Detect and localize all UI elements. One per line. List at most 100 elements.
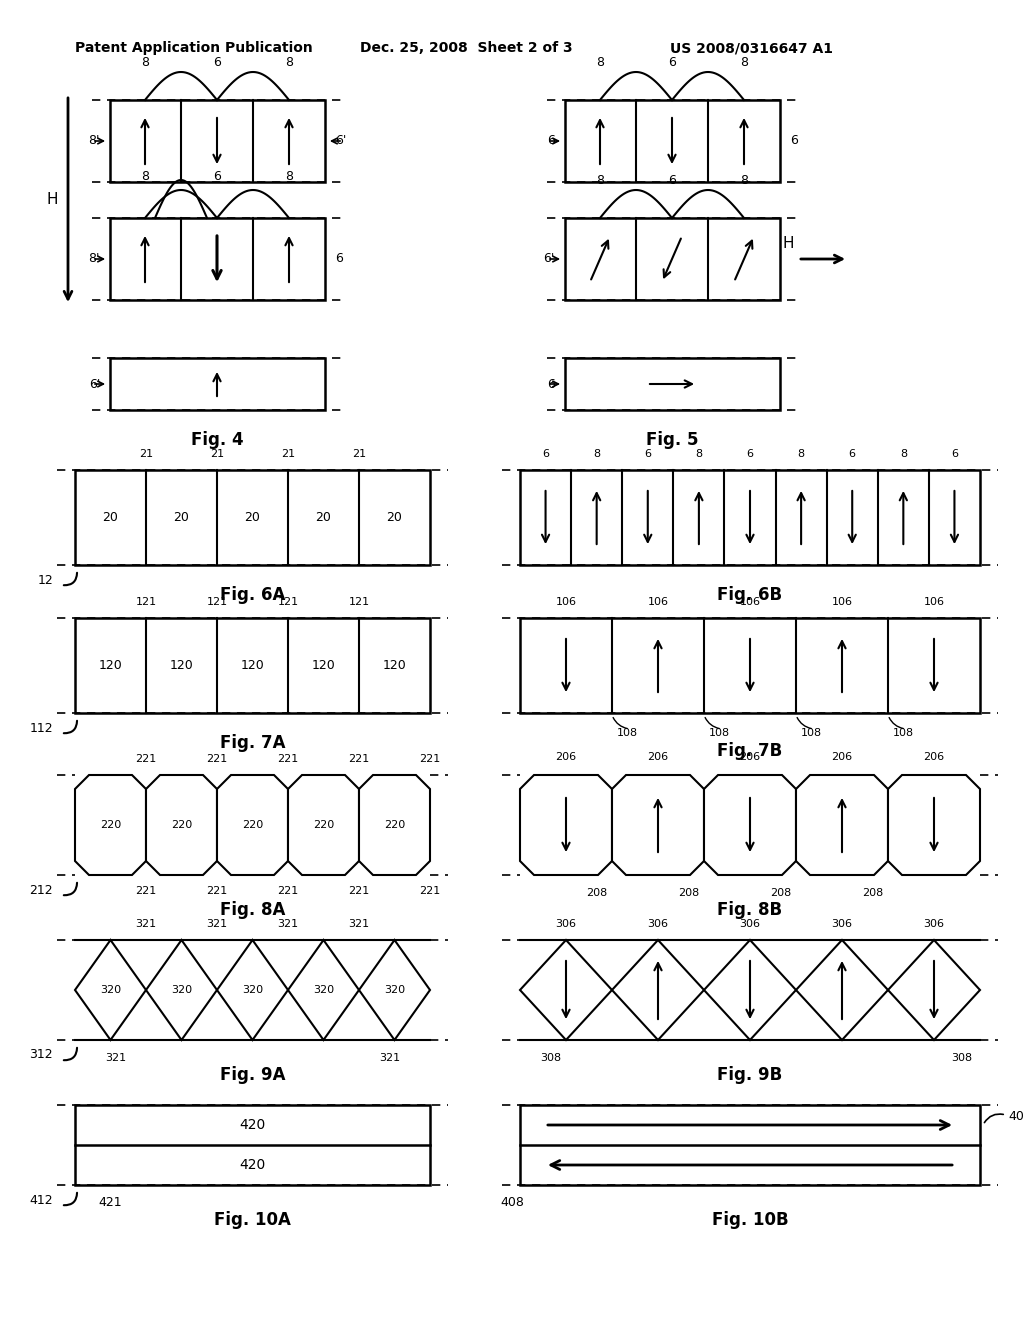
Text: 106: 106 xyxy=(831,597,853,607)
Text: 220: 220 xyxy=(171,820,193,830)
Polygon shape xyxy=(520,940,612,1040)
Text: H: H xyxy=(782,236,794,252)
Text: 320: 320 xyxy=(100,985,121,995)
Bar xyxy=(520,1105,980,1185)
Text: 408: 408 xyxy=(500,1196,524,1209)
Text: 206: 206 xyxy=(555,752,577,762)
Text: 320: 320 xyxy=(242,985,263,995)
Bar xyxy=(565,218,780,300)
Text: 321: 321 xyxy=(104,1053,126,1063)
Text: 108: 108 xyxy=(617,729,638,738)
Polygon shape xyxy=(288,940,359,1040)
Text: 120: 120 xyxy=(241,659,264,672)
Polygon shape xyxy=(612,775,705,875)
Text: 106: 106 xyxy=(924,597,944,607)
Polygon shape xyxy=(146,775,217,875)
Text: 308: 308 xyxy=(951,1053,972,1063)
Text: 212: 212 xyxy=(30,883,53,896)
Text: US 2008/0316647 A1: US 2008/0316647 A1 xyxy=(670,41,833,55)
Bar xyxy=(520,470,980,565)
Text: Fig. 10B: Fig. 10B xyxy=(712,1210,788,1229)
Text: 106: 106 xyxy=(555,597,577,607)
Text: 221: 221 xyxy=(135,754,157,764)
Text: Fig. 9A: Fig. 9A xyxy=(220,1067,286,1084)
Bar xyxy=(75,618,430,713)
Text: 420: 420 xyxy=(240,1158,265,1172)
Text: 221: 221 xyxy=(207,754,227,764)
Text: 8: 8 xyxy=(596,173,604,186)
Text: 8: 8 xyxy=(285,169,293,182)
Text: Fig. 7A: Fig. 7A xyxy=(220,734,286,752)
Text: 6: 6 xyxy=(213,169,221,182)
Text: 8: 8 xyxy=(593,449,600,459)
Text: 121: 121 xyxy=(135,597,157,607)
Text: 206: 206 xyxy=(924,752,944,762)
Text: 20: 20 xyxy=(315,511,332,524)
Text: 6: 6 xyxy=(547,135,555,148)
Text: 6: 6 xyxy=(335,252,343,265)
Polygon shape xyxy=(888,940,980,1040)
Text: 206: 206 xyxy=(831,752,853,762)
Text: 420: 420 xyxy=(240,1118,265,1133)
Text: 112: 112 xyxy=(30,722,53,734)
Text: 306: 306 xyxy=(555,919,577,929)
Text: 321: 321 xyxy=(379,1053,400,1063)
Text: Fig. 8B: Fig. 8B xyxy=(718,902,782,919)
Text: 8: 8 xyxy=(141,55,150,69)
Text: 6: 6 xyxy=(849,449,856,459)
Text: 321: 321 xyxy=(348,919,370,929)
Polygon shape xyxy=(217,775,288,875)
Text: 320: 320 xyxy=(171,985,193,995)
Text: 121: 121 xyxy=(207,597,227,607)
Polygon shape xyxy=(75,775,146,875)
Text: 306: 306 xyxy=(647,919,669,929)
Polygon shape xyxy=(705,775,796,875)
Bar xyxy=(520,618,980,713)
Text: 6: 6 xyxy=(668,173,676,186)
Bar xyxy=(110,358,325,411)
Polygon shape xyxy=(359,940,430,1040)
Text: Fig. 6B: Fig. 6B xyxy=(718,586,782,605)
Text: 20: 20 xyxy=(387,511,402,524)
Text: 221: 221 xyxy=(278,886,299,896)
Text: 221: 221 xyxy=(278,754,299,764)
Text: 8': 8' xyxy=(88,252,100,265)
Text: 208: 208 xyxy=(586,888,607,898)
Text: 206: 206 xyxy=(739,752,761,762)
Text: 21: 21 xyxy=(210,449,224,459)
Text: 306: 306 xyxy=(924,919,944,929)
Text: 6: 6 xyxy=(668,55,676,69)
Bar xyxy=(565,358,780,411)
Text: Fig. 8A: Fig. 8A xyxy=(220,902,286,919)
Text: 208: 208 xyxy=(862,888,883,898)
Text: 20: 20 xyxy=(102,511,119,524)
Polygon shape xyxy=(612,940,705,1040)
Text: 221: 221 xyxy=(207,886,227,896)
Text: 6: 6 xyxy=(547,378,555,391)
Text: 320: 320 xyxy=(384,985,406,995)
Text: 120: 120 xyxy=(311,659,336,672)
Text: Fig. 9B: Fig. 9B xyxy=(718,1067,782,1084)
Text: 21: 21 xyxy=(139,449,153,459)
Text: 220: 220 xyxy=(100,820,121,830)
Text: 220: 220 xyxy=(384,820,406,830)
Text: 6': 6' xyxy=(89,378,100,391)
Text: 121: 121 xyxy=(348,597,370,607)
Text: 320: 320 xyxy=(313,985,334,995)
Polygon shape xyxy=(146,940,217,1040)
Text: 6: 6 xyxy=(542,449,549,459)
Text: 108: 108 xyxy=(801,729,822,738)
Text: 6: 6 xyxy=(213,55,221,69)
Text: 8: 8 xyxy=(798,449,805,459)
Polygon shape xyxy=(75,940,146,1040)
Text: 321: 321 xyxy=(278,919,299,929)
Text: 321: 321 xyxy=(135,919,157,929)
Text: 21: 21 xyxy=(352,449,366,459)
Text: 306: 306 xyxy=(739,919,761,929)
Polygon shape xyxy=(796,775,888,875)
Text: 306: 306 xyxy=(831,919,853,929)
Text: 120: 120 xyxy=(170,659,194,672)
Text: 8: 8 xyxy=(285,55,293,69)
Text: 221: 221 xyxy=(135,886,157,896)
Text: 220: 220 xyxy=(242,820,263,830)
